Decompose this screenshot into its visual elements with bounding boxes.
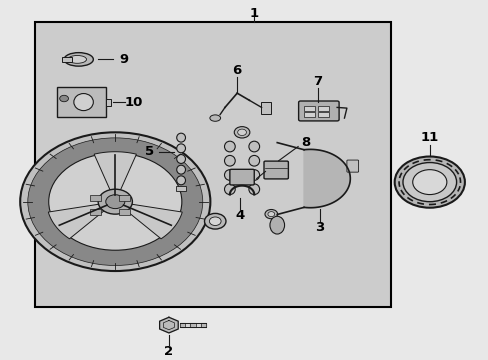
Ellipse shape <box>224 141 235 152</box>
FancyBboxPatch shape <box>264 161 288 179</box>
Circle shape <box>394 157 464 208</box>
Circle shape <box>60 95 68 102</box>
Polygon shape <box>190 323 195 327</box>
FancyBboxPatch shape <box>229 169 254 185</box>
Ellipse shape <box>248 156 259 166</box>
Ellipse shape <box>64 53 93 66</box>
Circle shape <box>234 127 249 138</box>
Ellipse shape <box>209 115 220 121</box>
Bar <box>318 112 328 117</box>
Ellipse shape <box>176 133 185 142</box>
Bar <box>119 210 130 215</box>
Polygon shape <box>201 323 206 327</box>
Bar <box>119 195 130 201</box>
Ellipse shape <box>68 55 86 63</box>
Polygon shape <box>48 204 103 239</box>
Ellipse shape <box>176 144 185 153</box>
Bar <box>61 57 72 62</box>
Text: 7: 7 <box>312 75 322 88</box>
Circle shape <box>412 170 446 194</box>
Bar <box>90 210 101 215</box>
Ellipse shape <box>176 154 185 163</box>
Polygon shape <box>195 323 201 327</box>
Text: 1: 1 <box>249 6 258 20</box>
Ellipse shape <box>224 170 235 180</box>
Polygon shape <box>94 152 136 190</box>
Circle shape <box>20 132 210 271</box>
Bar <box>318 105 328 111</box>
Text: 6: 6 <box>232 64 242 77</box>
Polygon shape <box>184 323 190 327</box>
FancyBboxPatch shape <box>346 160 358 172</box>
Ellipse shape <box>248 184 259 194</box>
Bar <box>304 105 315 111</box>
Circle shape <box>105 195 124 208</box>
Bar <box>176 186 185 191</box>
FancyBboxPatch shape <box>298 101 338 121</box>
Ellipse shape <box>224 156 235 166</box>
Circle shape <box>264 210 277 219</box>
Circle shape <box>237 129 246 135</box>
Ellipse shape <box>248 141 259 152</box>
Circle shape <box>28 138 203 265</box>
Text: 5: 5 <box>144 145 154 158</box>
Text: 4: 4 <box>235 210 244 222</box>
Circle shape <box>209 217 221 225</box>
Bar <box>260 103 271 114</box>
Bar <box>304 112 315 117</box>
Ellipse shape <box>224 184 235 194</box>
Text: 2: 2 <box>164 345 173 358</box>
Text: 9: 9 <box>119 53 128 66</box>
Circle shape <box>267 212 274 217</box>
Circle shape <box>204 213 225 229</box>
Polygon shape <box>126 204 182 239</box>
Polygon shape <box>179 323 184 327</box>
Polygon shape <box>304 149 349 208</box>
Ellipse shape <box>74 94 93 111</box>
Bar <box>90 195 101 201</box>
Text: 3: 3 <box>315 221 324 234</box>
Ellipse shape <box>176 165 185 174</box>
Bar <box>35 22 390 307</box>
Bar <box>105 99 111 105</box>
Text: 10: 10 <box>124 95 142 109</box>
Text: 11: 11 <box>420 131 438 144</box>
Ellipse shape <box>176 176 185 185</box>
Ellipse shape <box>248 170 259 180</box>
Circle shape <box>49 153 182 250</box>
Text: 8: 8 <box>300 136 309 149</box>
Circle shape <box>402 163 456 202</box>
Polygon shape <box>159 317 178 333</box>
Circle shape <box>98 189 132 214</box>
Ellipse shape <box>269 216 284 234</box>
FancyBboxPatch shape <box>57 87 105 117</box>
